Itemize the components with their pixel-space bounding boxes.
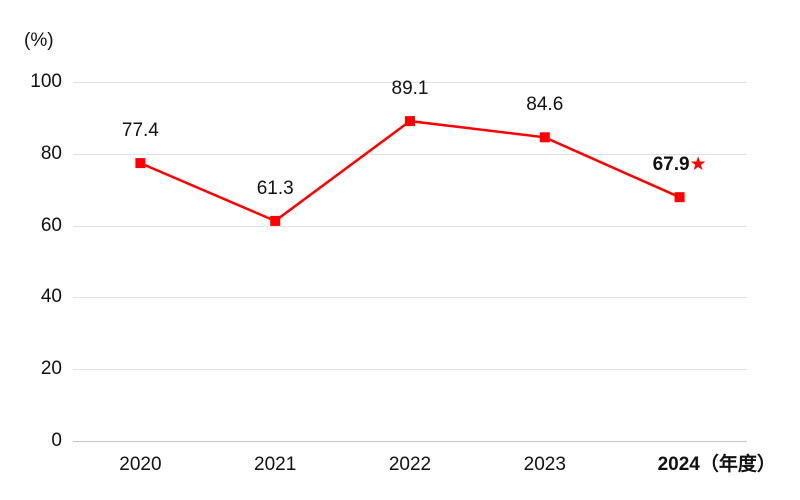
- y-axis-tick-label: 40: [40, 286, 62, 308]
- x-axis-baseline: [73, 441, 747, 442]
- data-point-value-text: 84.6: [526, 94, 564, 116]
- data-point-label: 77.4: [70, 118, 210, 144]
- data-point-marker: [674, 192, 685, 203]
- data-point-value-text: 67.9: [652, 154, 690, 176]
- line-series: [135, 116, 685, 226]
- x-axis-tick-label: 2024（年度）: [658, 452, 776, 478]
- x-axis-tick-label: 2022: [388, 454, 432, 475]
- x-axis-unit-suffix: （年度）: [699, 454, 776, 475]
- plot-area: [73, 82, 747, 442]
- data-point-label: 84.6: [475, 92, 615, 118]
- x-axis-tick-label: 2021: [254, 454, 297, 475]
- data-point-label: 67.9★: [610, 152, 750, 178]
- gridline: [73, 297, 747, 299]
- y-axis-tick-label: 0: [51, 430, 62, 451]
- data-point-marker: [135, 158, 146, 169]
- gridline: [73, 225, 747, 227]
- gridline: [73, 82, 747, 83]
- data-point-marker: [405, 116, 415, 127]
- data-point-value-text: 77.4: [121, 120, 159, 142]
- x-axis-year-text: 2024: [657, 454, 700, 475]
- star-icon: ★: [689, 154, 707, 176]
- y-axis-unit-label: (%): [24, 30, 54, 51]
- series-line: [139, 119, 681, 223]
- x-axis-tick-label: 2023: [523, 454, 566, 475]
- gridline: [73, 153, 747, 155]
- gridline: [73, 369, 747, 371]
- x-axis-tick-label: 2020: [119, 454, 162, 475]
- y-axis-tick-label: 100: [30, 71, 62, 92]
- data-point-value-text: 61.3: [256, 177, 294, 199]
- y-axis-tick-label: 20: [40, 358, 62, 380]
- y-axis-tick-label: 80: [40, 142, 62, 164]
- data-point-marker: [539, 132, 550, 143]
- data-point-label: 61.3: [205, 176, 345, 202]
- data-point-value-text: 89.1: [391, 78, 429, 100]
- data-point-label: 89.1: [340, 76, 480, 102]
- data-point-marker: [270, 215, 281, 226]
- y-axis-tick-label: 60: [40, 214, 62, 236]
